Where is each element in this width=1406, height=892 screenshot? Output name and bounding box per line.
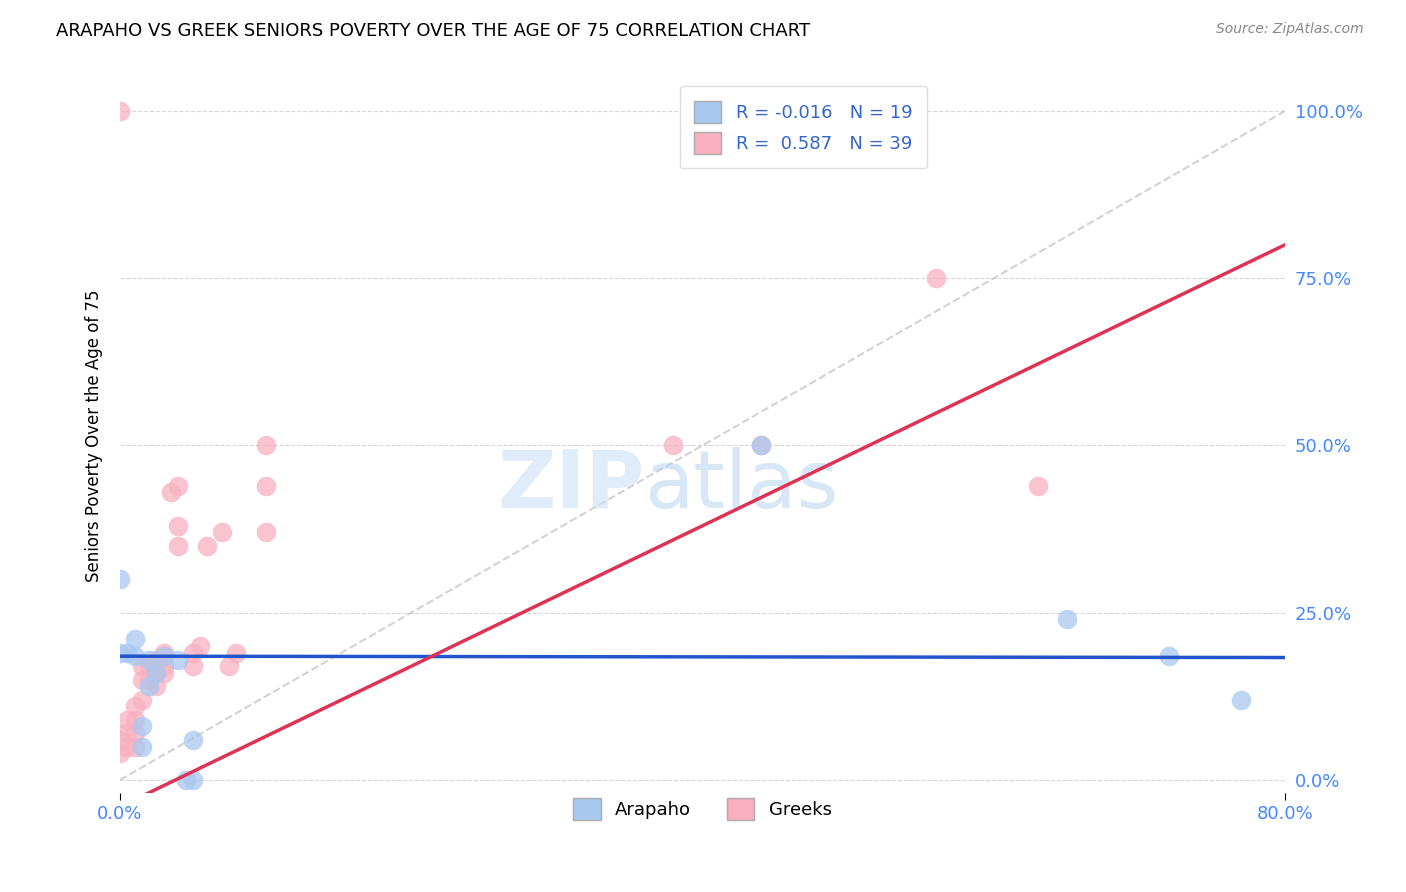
Point	[108, 103, 131, 118]
Point	[749, 438, 772, 452]
Point	[195, 539, 218, 553]
Legend: Arapaho, Greeks: Arapaho, Greeks	[560, 783, 846, 834]
Point	[152, 646, 174, 660]
Point	[188, 639, 211, 653]
Point	[117, 713, 139, 727]
Text: atlas: atlas	[644, 447, 838, 524]
Text: ARAPAHO VS GREEK SENIORS POVERTY OVER THE AGE OF 75 CORRELATION CHART: ARAPAHO VS GREEK SENIORS POVERTY OVER TH…	[56, 22, 810, 40]
Point	[131, 659, 153, 673]
Point	[225, 646, 247, 660]
Point	[108, 746, 131, 760]
Point	[662, 438, 685, 452]
Point	[138, 652, 160, 666]
Point	[117, 739, 139, 754]
Point	[181, 646, 204, 660]
Point	[138, 673, 160, 687]
Point	[124, 726, 146, 740]
Point	[254, 525, 277, 540]
Point	[1056, 612, 1078, 626]
Point	[167, 539, 190, 553]
Point	[108, 732, 131, 747]
Point	[181, 659, 204, 673]
Point	[131, 692, 153, 706]
Point	[749, 438, 772, 452]
Point	[254, 478, 277, 492]
Point	[152, 665, 174, 680]
Point	[124, 632, 146, 647]
Point	[138, 679, 160, 693]
Point	[131, 673, 153, 687]
Point	[174, 772, 197, 787]
Point	[1230, 692, 1253, 706]
Point	[124, 649, 146, 664]
Point	[152, 649, 174, 664]
Point	[131, 739, 153, 754]
Point	[160, 485, 183, 500]
Y-axis label: Seniors Poverty Over the Age of 75: Seniors Poverty Over the Age of 75	[86, 289, 103, 582]
Point	[152, 659, 174, 673]
Point	[124, 713, 146, 727]
Point	[167, 652, 190, 666]
Point	[145, 665, 167, 680]
Point	[181, 772, 204, 787]
Point	[117, 646, 139, 660]
Point	[145, 665, 167, 680]
Point	[138, 659, 160, 673]
Point	[167, 478, 190, 492]
Point	[124, 739, 146, 754]
Point	[108, 646, 131, 660]
Point	[108, 572, 131, 586]
Point	[218, 659, 240, 673]
Point	[145, 652, 167, 666]
Point	[124, 699, 146, 714]
Text: ZIP: ZIP	[498, 447, 644, 524]
Point	[145, 679, 167, 693]
Point	[131, 719, 153, 733]
Point	[254, 438, 277, 452]
Point	[1026, 478, 1049, 492]
Point	[167, 518, 190, 533]
Point	[117, 726, 139, 740]
Point	[1157, 649, 1180, 664]
Point	[924, 271, 946, 285]
Point	[211, 525, 233, 540]
Point	[181, 732, 204, 747]
Text: Source: ZipAtlas.com: Source: ZipAtlas.com	[1216, 22, 1364, 37]
